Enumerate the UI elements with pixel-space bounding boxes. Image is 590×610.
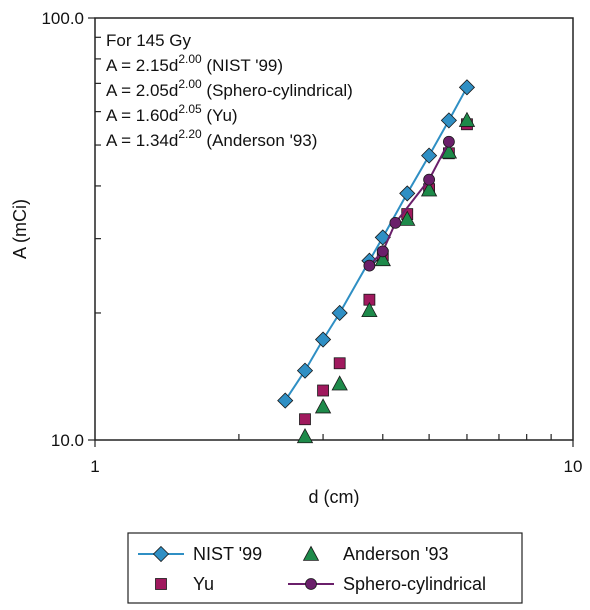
x-tick-label-1: 1 (90, 457, 99, 476)
y-tick-label-100: 100.0 (41, 9, 84, 28)
x-tick-label-10: 10 (564, 457, 583, 476)
legend-box (127, 532, 523, 604)
axis-ticks (88, 17, 574, 447)
legend-label-yu: Yu (193, 574, 214, 594)
data-point (361, 301, 378, 318)
data-point (363, 259, 376, 272)
plot-frame (94, 17, 574, 441)
series-triangle (296, 111, 476, 444)
legend-symbol-anderson (302, 545, 320, 561)
legend-marker (152, 545, 170, 563)
data-point (399, 185, 416, 202)
data-point (458, 79, 476, 96)
x-axis-label: d (cm) (309, 487, 360, 507)
series-circle (363, 135, 455, 272)
y-tick-label-10: 10.0 (51, 431, 84, 450)
series-diamond (277, 79, 476, 409)
data-point (440, 112, 457, 129)
data-point (420, 181, 438, 197)
data-point (299, 413, 311, 426)
annotation-line-1: For 145 Gy (106, 31, 192, 50)
data-point (314, 331, 332, 348)
legend-marker (305, 578, 317, 590)
data-point (440, 143, 458, 159)
legend-label-sphero: Sphero-cylindrical (343, 574, 486, 594)
legend-marker (155, 578, 167, 590)
data-point (421, 147, 438, 164)
data-point (277, 392, 294, 409)
data-point (317, 384, 329, 397)
legend-symbol-sphero (288, 578, 334, 590)
data-point (333, 357, 346, 370)
y-axis-label: A (mCi) (10, 199, 30, 259)
series-line (284, 86, 468, 402)
annotation-line-5: A = 1.34d2.20 (Anderson '93) (106, 127, 317, 150)
legend-symbol-nist (138, 545, 184, 563)
annotation-line-4: A = 1.60d2.05 (Yu) (106, 102, 238, 125)
data-point (442, 135, 455, 148)
data-point (374, 250, 391, 267)
data-point (389, 216, 402, 229)
series-layer (277, 79, 476, 444)
data-point (458, 111, 476, 127)
legend-marker (302, 545, 320, 561)
annotation-line-2: A = 2.15d2.00 (NIST '99) (106, 52, 283, 75)
data-point (423, 173, 436, 186)
data-point (314, 398, 332, 414)
legend: NIST '99 Anderson '93 Yu Sphero-cylindri… (127, 532, 523, 604)
legend-label-anderson: Anderson '93 (343, 544, 449, 564)
legend-label-nist: NIST '99 (193, 544, 262, 564)
legend-symbol-yu (155, 578, 167, 590)
data-point (296, 362, 314, 379)
series-square (299, 118, 473, 426)
data-point (331, 304, 348, 322)
annotation: For 145 Gy A = 2.15d2.00 (NIST '99) A = … (106, 31, 353, 150)
data-point (376, 245, 389, 258)
data-point (399, 210, 416, 226)
data-point (296, 428, 314, 444)
annotation-line-3: A = 2.05d2.00 (Sphero-cylindrical) (106, 77, 353, 100)
data-point (331, 375, 348, 391)
